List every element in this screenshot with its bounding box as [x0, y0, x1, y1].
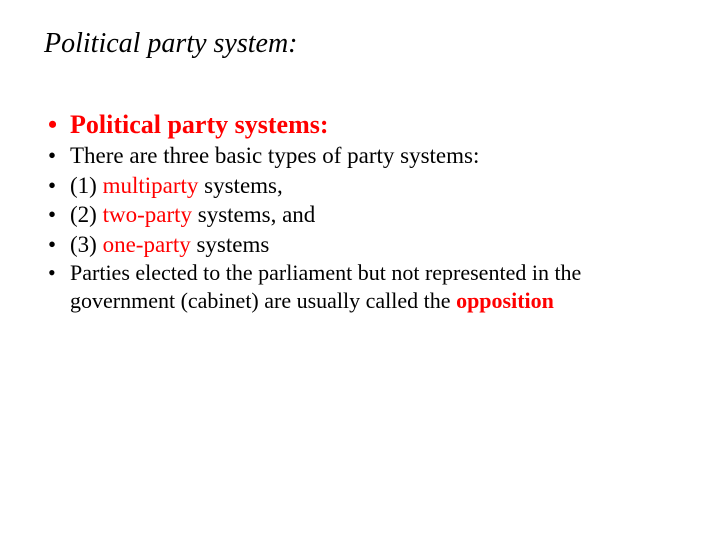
bullet-item-3: (3) one-party systems — [44, 230, 676, 259]
item2-highlight: two-party — [103, 202, 192, 227]
bullet-item-1: (1) multiparty systems, — [44, 171, 676, 200]
slide-title: Political party system: — [44, 28, 676, 60]
bullet-list: Political party systems: There are three… — [44, 108, 676, 315]
item1-highlight: multiparty — [103, 173, 199, 198]
item3-suffix: systems — [191, 232, 270, 257]
item3-prefix: (3) — [70, 232, 103, 257]
bullet-note: Parties elected to the parliament but no… — [44, 259, 676, 315]
slide: Political party system: Political party … — [0, 0, 720, 540]
item2-suffix: systems, and — [192, 202, 315, 227]
bullet-intro: There are three basic types of party sys… — [44, 141, 676, 170]
bullet-item-2: (2) two-party systems, and — [44, 200, 676, 229]
note-highlight: opposition — [456, 288, 554, 313]
bullet-heading: Political party systems: — [44, 108, 676, 141]
item1-prefix: (1) — [70, 173, 103, 198]
item1-suffix: systems, — [198, 173, 282, 198]
item2-prefix: (2) — [70, 202, 103, 227]
item3-highlight: one-party — [103, 232, 191, 257]
